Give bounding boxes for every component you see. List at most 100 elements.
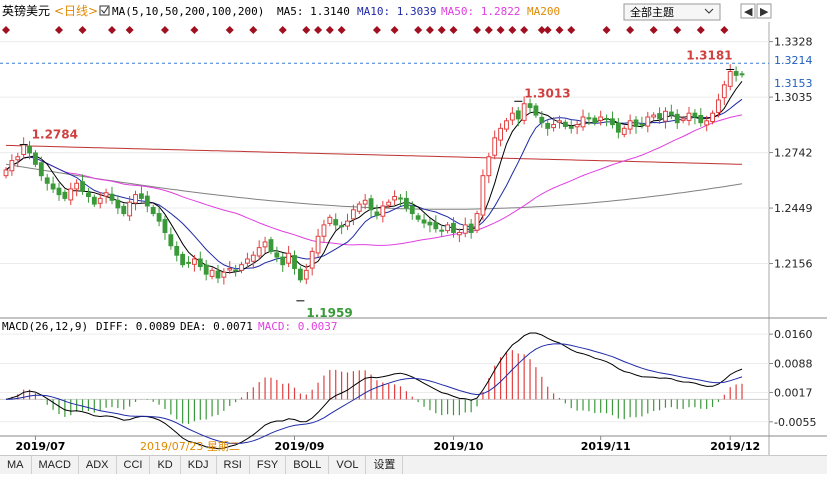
event-diamond-icon[interactable] <box>125 26 134 34</box>
candle-body[interactable] <box>504 120 509 130</box>
candle-body[interactable] <box>280 256 286 266</box>
candle-body[interactable] <box>345 220 350 227</box>
candle-body[interactable] <box>721 84 727 99</box>
event-diamond-icon[interactable] <box>414 26 423 34</box>
candle-body[interactable] <box>704 120 710 126</box>
toolbar-tab-adx[interactable]: ADX <box>79 456 117 474</box>
candle-body[interactable] <box>86 192 91 198</box>
toolbar-tab-ma[interactable]: MA <box>0 456 32 474</box>
event-diamond-icon[interactable] <box>337 26 346 34</box>
toolbar-tab-boll[interactable]: BOLL <box>286 456 330 474</box>
candle-body[interactable] <box>557 120 562 123</box>
period-label[interactable]: <日线> <box>54 4 98 18</box>
event-markers[interactable] <box>2 26 729 34</box>
candle-body[interactable] <box>250 254 256 262</box>
event-diamond-icon[interactable] <box>543 26 552 34</box>
candle-body[interactable] <box>739 73 745 76</box>
candle-body[interactable] <box>297 268 303 281</box>
candle-body[interactable] <box>621 127 627 135</box>
candle-body[interactable] <box>38 162 44 177</box>
theme-dropdown-label[interactable]: 全部主题 <box>630 5 674 19</box>
candle-body[interactable] <box>651 114 657 118</box>
toolbar-tab-kd[interactable]: KD <box>150 456 181 474</box>
candle-body[interactable] <box>333 219 339 226</box>
candle-body[interactable] <box>103 192 109 197</box>
candle-body[interactable] <box>403 197 409 209</box>
candle-body[interactable] <box>62 191 68 199</box>
candle-body[interactable] <box>521 103 527 121</box>
candle-body[interactable] <box>215 270 221 279</box>
candle-body[interactable] <box>144 195 150 207</box>
candle-body[interactable] <box>27 145 32 154</box>
event-diamond-icon[interactable] <box>302 26 311 34</box>
candle-body[interactable] <box>327 216 333 224</box>
candle-body[interactable] <box>350 209 356 220</box>
candle-body[interactable] <box>545 122 551 129</box>
candle-body[interactable] <box>197 258 203 268</box>
candle-body[interactable] <box>615 122 621 133</box>
candle-body[interactable] <box>186 261 191 264</box>
candle-body[interactable] <box>380 205 386 217</box>
candle-body[interactable] <box>663 110 668 122</box>
event-diamond-icon[interactable] <box>390 26 399 34</box>
candle-body[interactable] <box>315 235 321 254</box>
candle-body[interactable] <box>127 201 133 217</box>
candle-body[interactable] <box>44 177 50 184</box>
event-diamond-icon[interactable] <box>496 26 505 34</box>
candle-body[interactable] <box>462 224 468 234</box>
candle-body[interactable] <box>209 269 215 277</box>
candle-body[interactable] <box>139 193 144 199</box>
candle-body[interactable] <box>21 144 27 155</box>
candle-body[interactable] <box>710 112 715 123</box>
event-diamond-icon[interactable] <box>520 26 529 34</box>
event-diamond-icon[interactable] <box>225 26 234 34</box>
candle-body[interactable] <box>156 213 162 222</box>
candle-body[interactable] <box>639 123 645 126</box>
event-diamond-icon[interactable] <box>278 26 287 34</box>
candle-body[interactable] <box>339 225 345 228</box>
candle-body[interactable] <box>474 213 480 231</box>
event-diamond-icon[interactable] <box>54 26 63 34</box>
candle-body[interactable] <box>9 160 15 172</box>
candle-body[interactable] <box>686 112 692 121</box>
candle-body[interactable] <box>674 113 680 124</box>
event-diamond-icon[interactable] <box>537 26 546 34</box>
candle-body[interactable] <box>262 241 268 248</box>
candle-body[interactable] <box>498 127 504 141</box>
candle-body[interactable] <box>427 221 433 226</box>
candle-body[interactable] <box>115 199 121 209</box>
event-diamond-icon[interactable] <box>437 26 446 34</box>
candle-body[interactable] <box>356 203 362 212</box>
event-diamond-icon[interactable] <box>425 26 434 34</box>
candle-body[interactable] <box>568 125 574 129</box>
candle-body[interactable] <box>645 116 651 127</box>
candlestick-series[interactable] <box>3 64 745 285</box>
candle-body[interactable] <box>692 112 698 118</box>
candle-body[interactable] <box>180 253 186 266</box>
candle-body[interactable] <box>562 121 568 127</box>
candle-body[interactable] <box>733 71 739 76</box>
candle-body[interactable] <box>227 267 233 271</box>
candle-body[interactable] <box>586 117 592 120</box>
toolbar-tab-macd[interactable]: MACD <box>32 456 79 474</box>
candle-body[interactable] <box>292 255 297 269</box>
event-diamond-icon[interactable] <box>673 26 682 34</box>
candle-body[interactable] <box>580 116 586 128</box>
candle-body[interactable] <box>221 271 227 278</box>
candle-body[interactable] <box>527 103 533 109</box>
candle-body[interactable] <box>168 234 174 247</box>
candle-body[interactable] <box>56 187 62 196</box>
candle-body[interactable] <box>574 124 580 128</box>
candle-body[interactable] <box>445 224 451 232</box>
candle-body[interactable] <box>109 193 115 201</box>
nav-next-button[interactable] <box>756 3 772 19</box>
candle-body[interactable] <box>362 199 368 205</box>
candle-body[interactable] <box>286 252 292 264</box>
candle-body[interactable] <box>80 181 85 192</box>
toolbar-tab-vol[interactable]: VOL <box>329 456 367 474</box>
candle-body[interactable] <box>392 196 398 201</box>
toolbar-tab-kdj[interactable]: KDJ <box>181 456 217 474</box>
candle-body[interactable] <box>321 224 327 237</box>
event-diamond-icon[interactable] <box>555 26 564 34</box>
candle-body[interactable] <box>33 152 38 165</box>
